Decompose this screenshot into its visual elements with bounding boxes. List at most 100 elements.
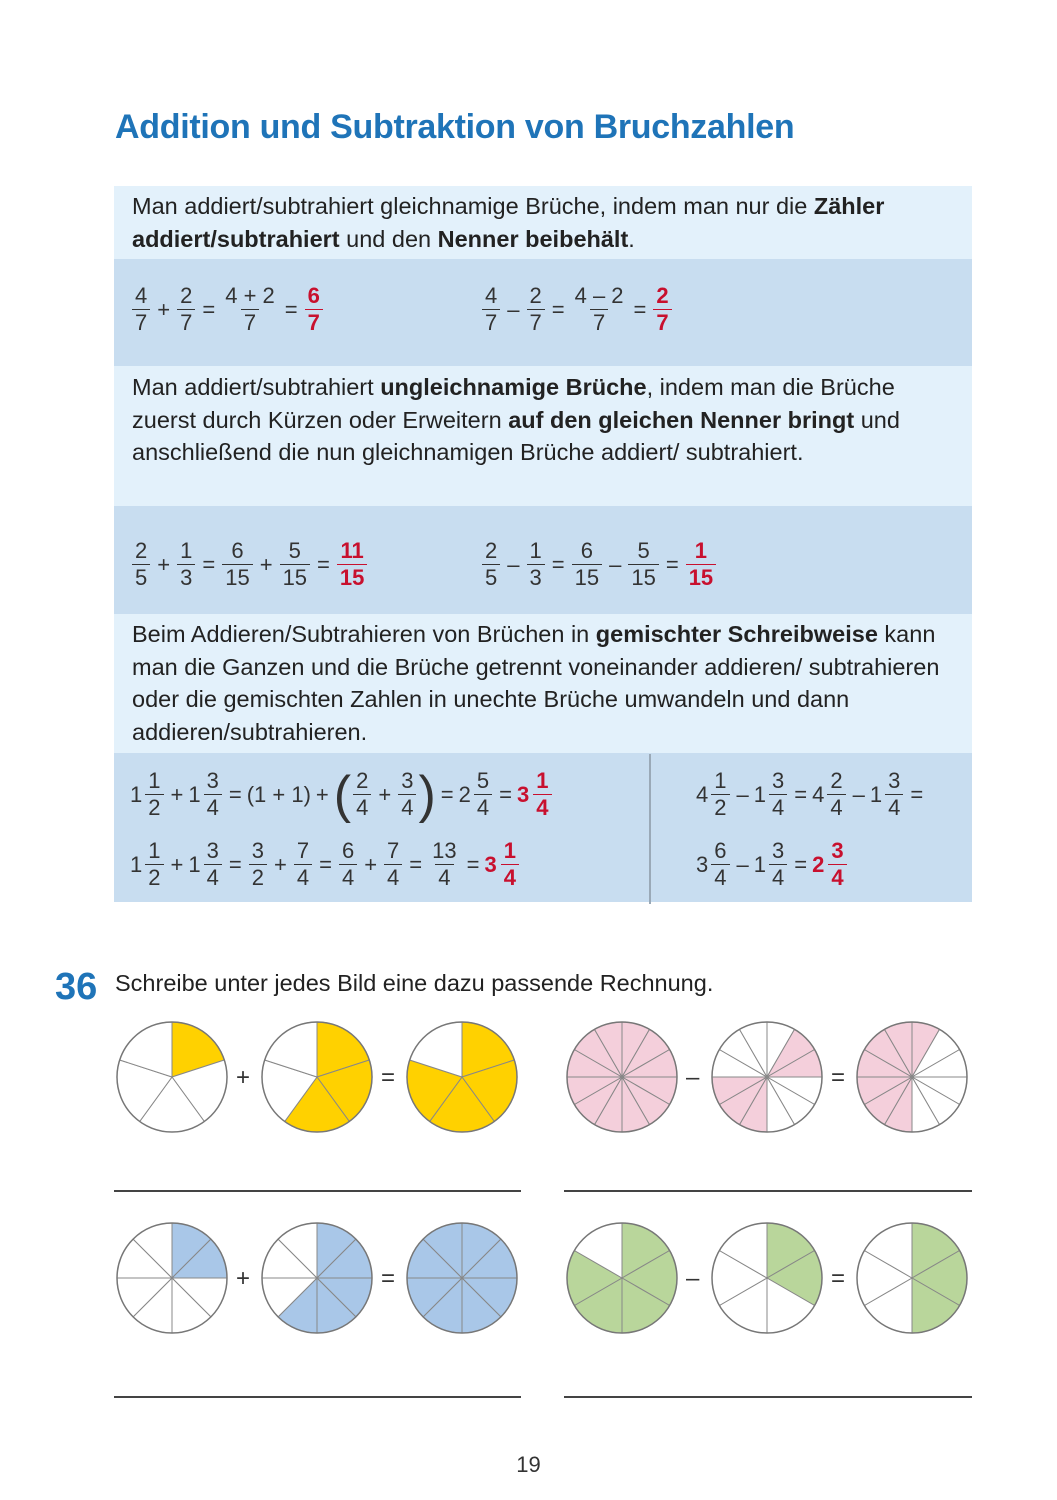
- answer-line[interactable]: [114, 1396, 521, 1398]
- minus-sign: –: [686, 1064, 700, 1091]
- rule-1-part: .: [628, 225, 635, 252]
- left-paren: (: [333, 765, 352, 824]
- result-fraction: 11 15: [336, 538, 368, 591]
- answer-line[interactable]: [114, 1190, 521, 1192]
- equals-sign: =: [794, 781, 808, 807]
- pie-outline: [116, 1021, 228, 1133]
- whole-number: 4: [696, 781, 709, 807]
- equals-sign: =: [831, 1265, 846, 1292]
- operator: +: [157, 296, 171, 322]
- equals-sign: =: [284, 296, 298, 322]
- pie-outline: [566, 1021, 678, 1133]
- operator: +: [259, 551, 273, 577]
- operator: –: [507, 551, 520, 577]
- rule-1-bold: Zähler addiert/subtrahiert: [132, 193, 885, 252]
- whole-number: 4: [812, 781, 825, 807]
- operator: +: [364, 851, 378, 877]
- pie-blue-3: [406, 1222, 518, 1334]
- rule-box-2: Man addiert/subtrahiert ungleichnamige B…: [114, 366, 972, 506]
- pie-blue-2: [261, 1222, 373, 1334]
- pie-outline: [116, 1222, 228, 1334]
- operator: +: [170, 851, 184, 877]
- equals-sign: =: [381, 1265, 396, 1292]
- answer-line[interactable]: [564, 1190, 972, 1192]
- equals-sign: =: [499, 781, 513, 807]
- equals-sign: =: [466, 851, 480, 877]
- equals-sign: =: [910, 781, 924, 807]
- operator: –: [736, 851, 749, 877]
- plus-sign: +: [236, 1064, 251, 1091]
- pie-outline: [856, 1222, 968, 1334]
- equals-sign: =: [831, 1064, 846, 1091]
- equals-sign: =: [319, 851, 332, 877]
- rule-2-part: und anschließend die nun gleichnamigen B…: [132, 406, 900, 466]
- result-whole: 2: [812, 851, 825, 877]
- operator: +: [170, 781, 184, 807]
- rule-3-bold: gemischter Schreibweise: [595, 621, 878, 647]
- pie-pink-2: [711, 1021, 823, 1133]
- minus-sign: –: [686, 1265, 700, 1292]
- answer-line[interactable]: [564, 1396, 972, 1398]
- example-box-1: [114, 259, 972, 366]
- equals-sign: =: [381, 1064, 396, 1091]
- pie-outline: [406, 1222, 518, 1334]
- rule-1-part: und den: [339, 225, 438, 252]
- fraction: 6 15: [222, 538, 253, 591]
- rule-box-3: Beim Addieren/Subtrahieren von Brüchen i…: [114, 614, 972, 753]
- pie-green-1: [566, 1222, 678, 1334]
- operator: +: [315, 781, 329, 807]
- pie-green-3: [856, 1222, 968, 1334]
- exercise-instruction: Schreibe unter jedes Bild eine dazu pass…: [115, 970, 714, 996]
- equals-sign: =: [551, 551, 565, 577]
- equals-sign: =: [317, 551, 330, 577]
- rule-3-part: Beim Addieren/Subtrahieren von Brüchen i…: [132, 621, 596, 647]
- rule-1-bold: Nenner beibehält: [437, 225, 629, 252]
- pie-outline: [711, 1021, 823, 1133]
- rule-1-text: Man addiert/subtrahiert gleichnamige Brü…: [114, 190, 972, 255]
- fraction: 6 15: [571, 538, 603, 591]
- operator: +: [157, 551, 171, 577]
- whole-number: 1: [753, 851, 766, 877]
- equals-sign: =: [440, 781, 454, 807]
- result-whole: 3: [484, 851, 497, 877]
- right-paren: ): [418, 765, 436, 824]
- whole-number: 3: [696, 851, 709, 877]
- operator: –: [852, 781, 865, 807]
- grouped-wholes: (1 + 1): [246, 781, 311, 807]
- rule-2-part: , indem man die Brüche zuerst durch Kürz…: [132, 374, 895, 433]
- fraction: 13 4: [432, 838, 457, 890]
- pie-outline: [856, 1021, 968, 1133]
- equals-sign: =: [228, 781, 242, 807]
